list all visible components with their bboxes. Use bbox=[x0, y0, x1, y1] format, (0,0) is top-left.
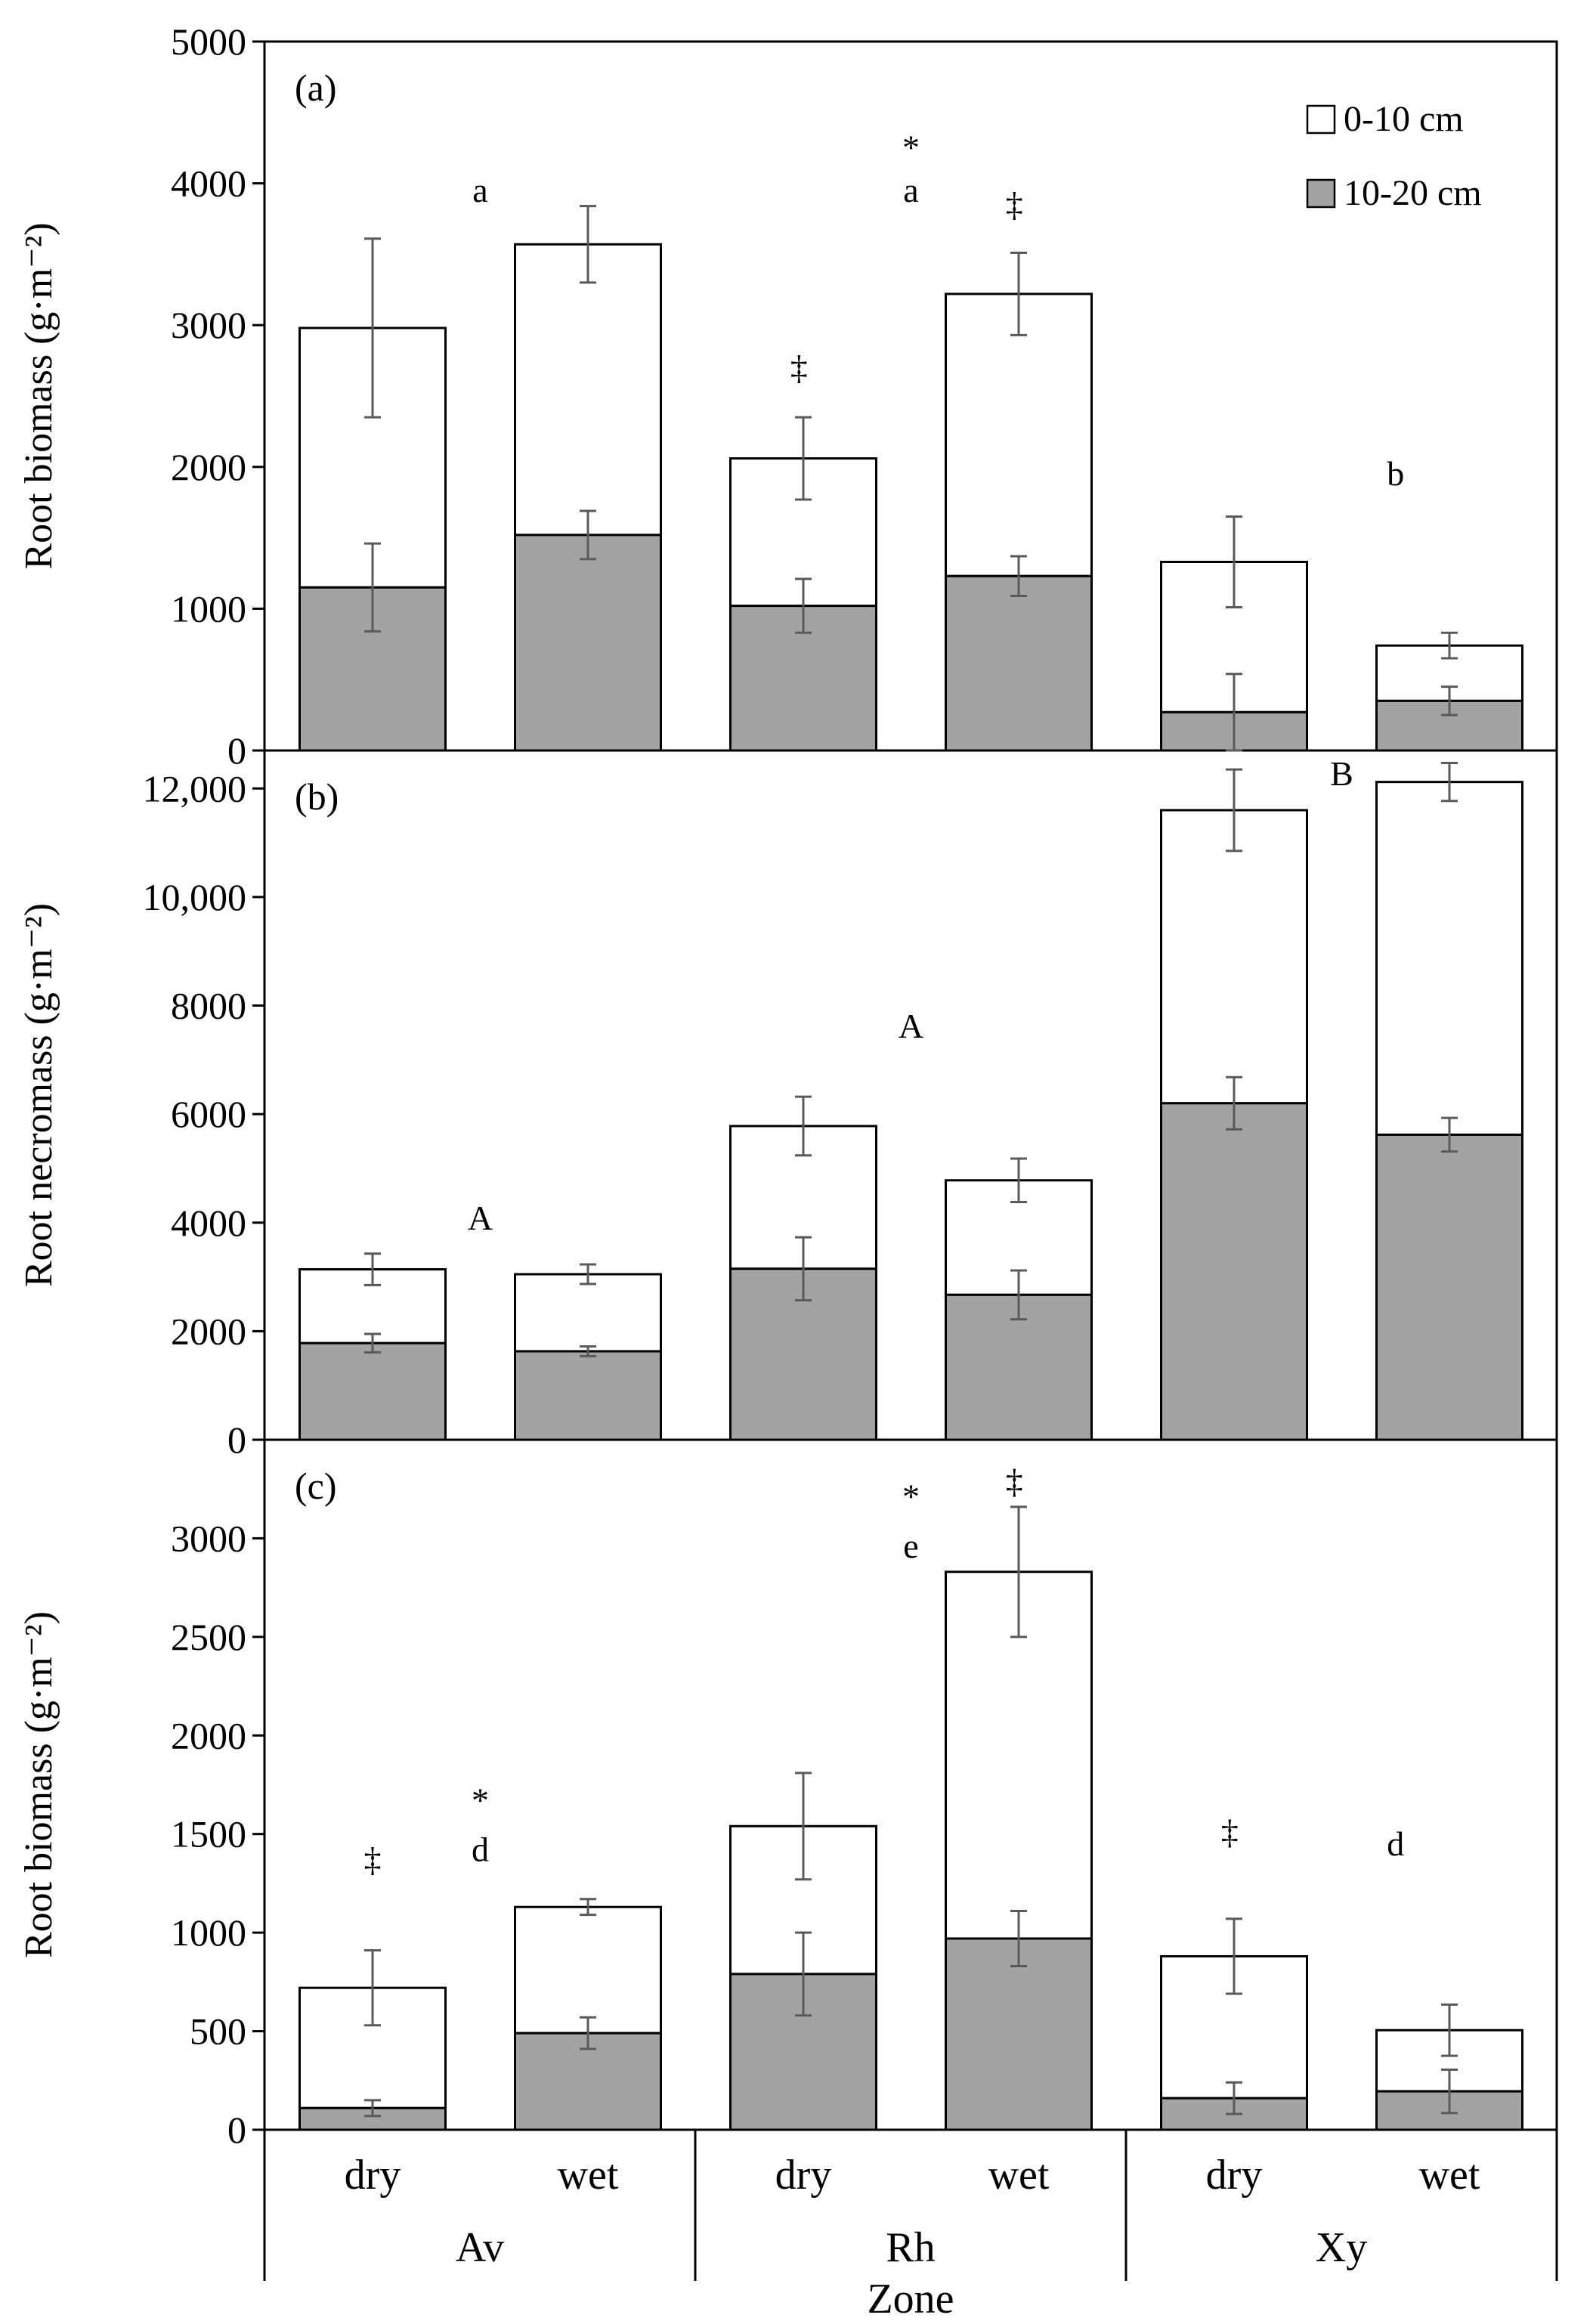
x-category-label: dry bbox=[345, 2152, 401, 2199]
x-axis-title: Zone bbox=[867, 2276, 954, 2322]
y-tick-label: 4000 bbox=[171, 162, 246, 205]
y-tick-label: 5000 bbox=[171, 20, 246, 63]
bar-segment-0-10cm bbox=[514, 243, 662, 537]
x-category-label: dry bbox=[1206, 2152, 1263, 2199]
panel-frame-3 bbox=[263, 1438, 1558, 2131]
significance-annotation: ‡ bbox=[1006, 185, 1023, 224]
bar-marks bbox=[298, 243, 1523, 2131]
y-tick-label: 1000 bbox=[171, 587, 246, 630]
y-tick-label: 1000 bbox=[171, 1911, 246, 1954]
significance-annotation: d bbox=[472, 1830, 489, 1869]
bar-segment-10-20cm bbox=[514, 534, 662, 752]
bar-segment-10-20cm bbox=[945, 574, 1093, 752]
y-tick-label: 2000 bbox=[171, 1310, 246, 1352]
y-tick-label: 500 bbox=[190, 2010, 246, 2053]
x-category-label: wet bbox=[988, 2152, 1050, 2199]
bar-segment-0-10cm bbox=[1160, 809, 1308, 1105]
error-bars bbox=[364, 205, 1458, 2118]
y-tick-label: 6000 bbox=[171, 1093, 246, 1135]
y-tick-label: 2000 bbox=[171, 446, 246, 488]
y-tick-label: 0 bbox=[227, 1419, 246, 1461]
significance-annotation: b bbox=[1387, 454, 1404, 493]
y-axis-title: Root necromass (g·m⁻²) bbox=[17, 903, 60, 1287]
bar-segment-10-20cm bbox=[298, 1341, 447, 1441]
panel-frame-2 bbox=[263, 749, 1558, 1441]
significance-annotation: a bbox=[472, 171, 487, 209]
panel-frames bbox=[263, 40, 1558, 2131]
y-tick-label: 12,000 bbox=[143, 767, 247, 809]
zone-label: Av bbox=[456, 2224, 504, 2271]
x-category-label: wet bbox=[1419, 2152, 1480, 2199]
significance-annotation: * bbox=[472, 1781, 489, 1819]
significance-annotation: ‡ bbox=[364, 1840, 382, 1879]
y-tick-label: 0 bbox=[227, 2109, 246, 2151]
panel-label: (c) bbox=[295, 1465, 337, 1507]
bar-segment-0-10cm bbox=[514, 1273, 662, 1353]
significance-annotation: A bbox=[899, 1007, 923, 1045]
significance-annotation: A bbox=[468, 1199, 493, 1237]
y-tick-label: 1500 bbox=[171, 1813, 246, 1855]
significance-annotation: ‡ bbox=[790, 348, 808, 386]
significance-annotation: * bbox=[902, 128, 920, 167]
significance-annotation: e bbox=[903, 1527, 918, 1565]
significance-annotation: a bbox=[903, 171, 918, 209]
y-axis-title: Root biomass (g·m⁻²) bbox=[17, 222, 60, 569]
legend-swatch-0-10cm bbox=[1306, 104, 1336, 135]
y-tick-label: 4000 bbox=[171, 1202, 246, 1244]
legend: 0-10 cm 10-20 cm bbox=[1306, 99, 1482, 213]
x-category-label: dry bbox=[775, 2152, 832, 2199]
bar-segment-10-20cm bbox=[1160, 1102, 1308, 1441]
y-axis-title: Root biomass (g·m⁻²) bbox=[17, 1611, 60, 1958]
bar-segment-0-10cm bbox=[945, 292, 1093, 577]
legend-swatch-10-20cm bbox=[1306, 178, 1336, 209]
y-tick-label: 10,000 bbox=[143, 876, 247, 918]
significance-annotation: * bbox=[902, 1478, 920, 1516]
y-tick-label: 2000 bbox=[171, 1714, 246, 1756]
significance-annotation: ‡ bbox=[1006, 1462, 1023, 1500]
bar-segment-10-20cm bbox=[1375, 1133, 1523, 1441]
significance-annotations: (a) a * a ‡ ‡ b (b) A A B (c) * d ‡ * e ‡ ‡ d bbox=[295, 67, 1404, 1879]
bar-segment-0-10cm bbox=[514, 1905, 662, 2035]
y-tick-label: 0 bbox=[227, 729, 246, 772]
significance-annotation: d bbox=[1387, 1824, 1404, 1863]
panel-label: (a) bbox=[295, 67, 337, 109]
y-tick-label: 8000 bbox=[171, 985, 246, 1027]
zone-label: Xy bbox=[1316, 2224, 1367, 2271]
bar-segment-0-10cm bbox=[1375, 781, 1523, 1136]
significance-annotation: ‡ bbox=[1221, 1812, 1239, 1851]
zone-label: Rh bbox=[886, 2224, 935, 2271]
bar-segment-10-20cm bbox=[514, 1350, 662, 1441]
y-tick-label: 3000 bbox=[171, 1517, 246, 1559]
legend-label: 10-20 cm bbox=[1344, 173, 1482, 213]
legend-label: 0-10 cm bbox=[1344, 99, 1464, 139]
y-tick-label: 3000 bbox=[171, 304, 246, 346]
x-axis: dry wet dry wet dry wet Av Rh Xy Zone bbox=[263, 2130, 1558, 2322]
panel-label: (b) bbox=[295, 775, 339, 818]
significance-annotation: B bbox=[1330, 754, 1353, 793]
y-tick-label: 2500 bbox=[171, 1616, 246, 1658]
x-category-label: wet bbox=[558, 2152, 619, 2199]
